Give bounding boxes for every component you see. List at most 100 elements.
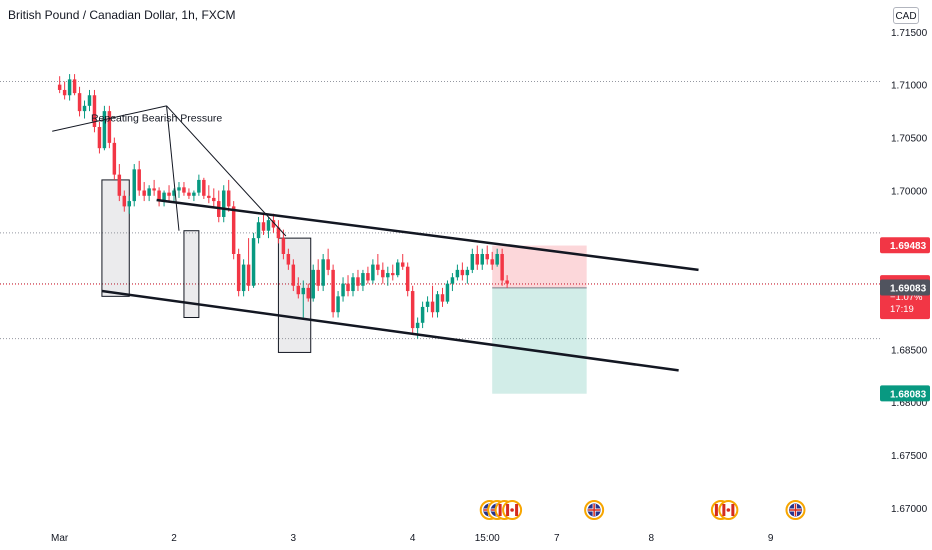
candle-body (182, 187, 186, 193)
candle-body (366, 273, 370, 281)
highlight-box (183, 230, 200, 319)
candle-body (231, 206, 236, 255)
candle-body (77, 93, 82, 112)
x-tick-label: 9 (768, 533, 774, 544)
chart-title: British Pound / Canadian Dollar, 1h, FXC… (8, 8, 236, 22)
ca-flag-band (731, 504, 735, 516)
candle-body (490, 259, 494, 265)
candle-body (291, 264, 296, 286)
candle-body (167, 192, 171, 196)
candle-body (256, 222, 261, 239)
y-tick-label: 1.70000 (891, 187, 928, 198)
candle-body (82, 105, 87, 112)
candle-body (187, 192, 191, 196)
candle-body (197, 179, 201, 193)
candle-body (356, 277, 360, 286)
candle-body (321, 259, 325, 286)
candle-body (326, 259, 330, 270)
candle-body (400, 262, 405, 267)
y-tick-label: 1.68000 (891, 398, 928, 409)
x-tick-label: 7 (554, 533, 560, 544)
candle-body (351, 277, 355, 292)
candle-body (157, 190, 161, 202)
candle-body (251, 238, 256, 286)
axes: 1.715001.710001.705001.700001.695001.690… (51, 28, 928, 544)
candle-body (132, 169, 136, 202)
candle-body (87, 95, 92, 106)
price-tag-sublabel: 17:19 (890, 304, 914, 315)
candle-body (162, 192, 166, 202)
price-tag (880, 237, 930, 254)
currency-button[interactable]: CAD (893, 7, 919, 24)
candle-body (102, 111, 107, 149)
annotations: Repeating Bearish Pressure (91, 113, 222, 125)
candle-body (246, 264, 251, 286)
price-tag (880, 385, 930, 402)
trend-lines (52, 105, 699, 372)
candle-body (371, 264, 375, 281)
candle-body (405, 266, 410, 292)
candle-body (172, 190, 176, 196)
candle-body (286, 254, 291, 265)
candle-body (465, 269, 470, 276)
candle-body (301, 287, 306, 295)
candle-body (361, 273, 365, 286)
channel-line (156, 198, 699, 272)
candle-body (435, 294, 440, 313)
x-tick-label: Mar (51, 533, 69, 544)
candle-body (495, 254, 499, 265)
candle-body (420, 306, 425, 323)
ca-flag-band (714, 504, 718, 516)
candle-body (202, 179, 206, 196)
candle-body (455, 269, 460, 278)
price-tag-label: 1.69483 (890, 241, 927, 252)
candle-body (381, 269, 385, 278)
x-tick-label: 2 (171, 533, 177, 544)
candle-body (212, 197, 216, 202)
candle-body (480, 254, 484, 265)
candle-body (67, 79, 72, 96)
candle-body (346, 283, 350, 292)
candle-body (147, 188, 151, 196)
candle-body (72, 79, 77, 94)
annotation-label: Repeating Bearish Pressure (91, 113, 222, 125)
candle-body (177, 187, 181, 191)
candle-body (336, 296, 340, 313)
y-tick-label: 1.71500 (891, 28, 928, 39)
ca-flag-leaf (726, 508, 731, 512)
candle-body (261, 222, 266, 231)
candle-body (475, 254, 480, 265)
candle-body (500, 254, 504, 281)
candle-body (386, 273, 390, 278)
y-tick-label: 1.71000 (891, 81, 928, 92)
x-tick-label: 4 (410, 533, 416, 544)
candle-body (425, 301, 430, 307)
candle-body (236, 254, 241, 292)
x-tick-label: 8 (649, 533, 655, 544)
candle-body (152, 188, 156, 191)
channel-line (101, 289, 679, 372)
candle-body (281, 238, 286, 255)
candle-body (97, 127, 102, 149)
candle-body (62, 89, 67, 96)
candle-body (142, 190, 146, 196)
candle-body (460, 269, 465, 276)
pointer-line (166, 105, 180, 231)
candle-body (207, 195, 211, 198)
price-tag (880, 279, 930, 296)
price-tag-sublabel: −1.07% (890, 292, 923, 303)
candle-body (276, 227, 281, 239)
candle-body (122, 195, 127, 207)
event-markers (479, 500, 806, 520)
y-tick-label: 1.70500 (891, 134, 928, 145)
x-tick-label: 3 (291, 533, 297, 544)
x-tick-label: 15:00 (475, 533, 500, 544)
y-tick-label: 1.67500 (891, 451, 928, 462)
ca-flag-band (498, 504, 502, 516)
candle-body (440, 294, 445, 302)
candle-body (107, 111, 112, 143)
pointer-line (166, 105, 287, 237)
ca-flag-band (722, 504, 726, 516)
